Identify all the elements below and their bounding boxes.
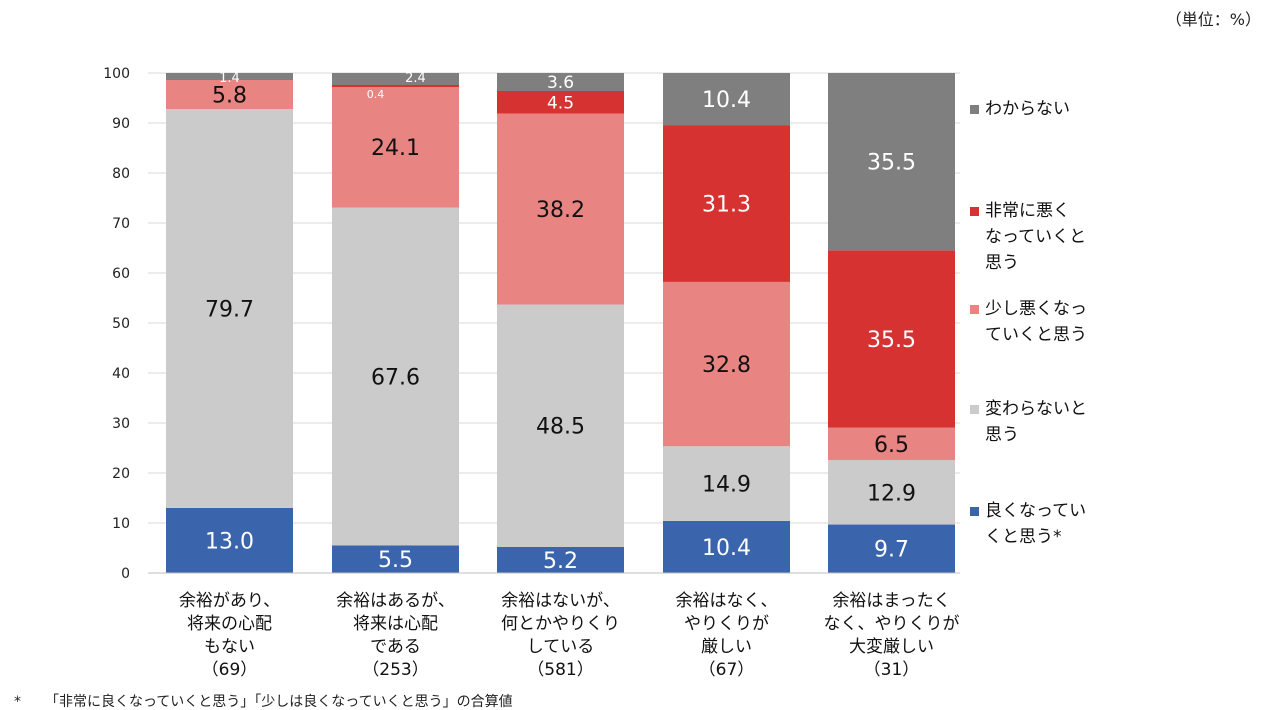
legend-swatch — [970, 405, 979, 414]
bar-segment — [497, 73, 624, 91]
data-label: 79.7 — [205, 297, 254, 322]
x-category-label: 余裕があり、 将来の心配 もない （69） — [178, 591, 281, 680]
y-tick-label: 10 — [112, 516, 130, 532]
y-tick-label: 30 — [112, 416, 130, 432]
bar-segment — [828, 73, 955, 251]
data-label: 2.4 — [405, 71, 426, 86]
y-tick-label: 0 — [121, 566, 130, 582]
bar-segment — [332, 207, 459, 546]
y-tick-label: 20 — [112, 466, 130, 482]
data-label: 5.8 — [212, 83, 247, 108]
bar-segment — [828, 427, 955, 461]
data-label: 10.4 — [702, 536, 751, 561]
legend-item: 変わらないと 思う — [970, 396, 1087, 448]
bar-segment — [497, 91, 624, 114]
legend-item: わからない — [970, 96, 1070, 122]
legend-label: 変わらないと 思う — [985, 399, 1087, 445]
bar-segment — [663, 125, 790, 282]
y-tick-label: 50 — [112, 316, 130, 332]
unit-note: （単位：%） — [1165, 10, 1261, 29]
bar-segment — [497, 304, 624, 547]
y-tick-label: 40 — [112, 366, 130, 382]
y-tick-label: 100 — [103, 66, 130, 82]
data-label: 12.9 — [867, 481, 916, 506]
x-category-label: 余裕はまったく なく、やりくりが 大変厳しい （31） — [823, 591, 960, 680]
bar-segment — [828, 460, 955, 525]
bar-segment — [166, 73, 293, 81]
bar-segment — [497, 113, 624, 305]
bar-segment — [663, 446, 790, 521]
data-label: 10.4 — [702, 88, 751, 113]
legend-item: 非常に悪く なっていくと 思う — [970, 198, 1086, 276]
bar-segment — [828, 250, 955, 428]
data-label: 14.9 — [702, 472, 751, 497]
x-category-label: 余裕はないが、 何とかやりくり している （581） — [501, 591, 620, 680]
data-label: 13.0 — [205, 529, 254, 554]
bar-segment — [663, 281, 790, 447]
data-label: 35.5 — [867, 151, 916, 176]
footnote: * 「非常に良くなっていくと思う」「少しは良くなっていくと思う」の合算値 — [14, 691, 537, 710]
data-label: 6.5 — [874, 433, 909, 458]
legend-swatch — [970, 207, 979, 216]
bar-segment — [166, 80, 293, 110]
data-label: 9.7 — [874, 538, 909, 563]
bar-segment — [828, 524, 955, 573]
bar-segment — [497, 547, 624, 573]
data-label: 32.8 — [702, 353, 751, 378]
y-tick-label: 90 — [112, 116, 130, 132]
legend-swatch — [970, 105, 979, 114]
bar-segment — [332, 545, 459, 573]
legend-item: 少し悪くなっ ていくと思う — [970, 296, 1087, 348]
data-label: 38.2 — [536, 198, 585, 223]
footnote-mark: * — [14, 694, 21, 710]
bar-segment — [332, 85, 459, 87]
footnote-text: 「非常に良くなっていくと思う」「少しは良くなっていくと思う」の合算値 — [45, 694, 513, 710]
data-label: 0.4 — [367, 88, 385, 101]
data-label: 31.3 — [702, 192, 751, 217]
data-label: 24.1 — [371, 136, 420, 161]
legend-label: 非常に悪く なっていくと 思う — [985, 201, 1087, 273]
bar-segment — [166, 109, 293, 508]
legend-swatch — [970, 305, 979, 314]
legend-item: 良くなってい くと思う* — [970, 498, 1086, 550]
bar-segment — [663, 520, 790, 573]
bar-segment — [332, 73, 459, 85]
legend-label: わからない — [985, 99, 1070, 119]
data-label: 5.5 — [378, 548, 413, 573]
data-label: 35.5 — [867, 328, 916, 353]
data-label: 5.2 — [543, 549, 578, 574]
data-label: 1.4 — [219, 71, 240, 86]
y-tick-label: 60 — [112, 266, 130, 282]
x-category-label: 余裕はあるが、 将来は心配 である （253） — [336, 591, 455, 680]
legend-swatch — [970, 507, 979, 516]
legend-label: 少し悪くなっ ていくと思う — [985, 299, 1087, 345]
y-tick-label: 80 — [112, 166, 130, 182]
y-tick-label: 70 — [112, 216, 130, 232]
bar-segment — [166, 507, 293, 573]
data-label: 4.5 — [547, 93, 574, 113]
bar-segment — [332, 87, 459, 208]
legend-label: 良くなってい くと思う* — [985, 501, 1087, 547]
x-category-label: 余裕はなく、 やりくりが 厳しい （67） — [675, 591, 778, 680]
data-label: 3.6 — [547, 73, 574, 93]
data-label: 48.5 — [536, 415, 585, 440]
data-label: 67.6 — [371, 365, 420, 390]
bar-segment — [663, 73, 790, 126]
